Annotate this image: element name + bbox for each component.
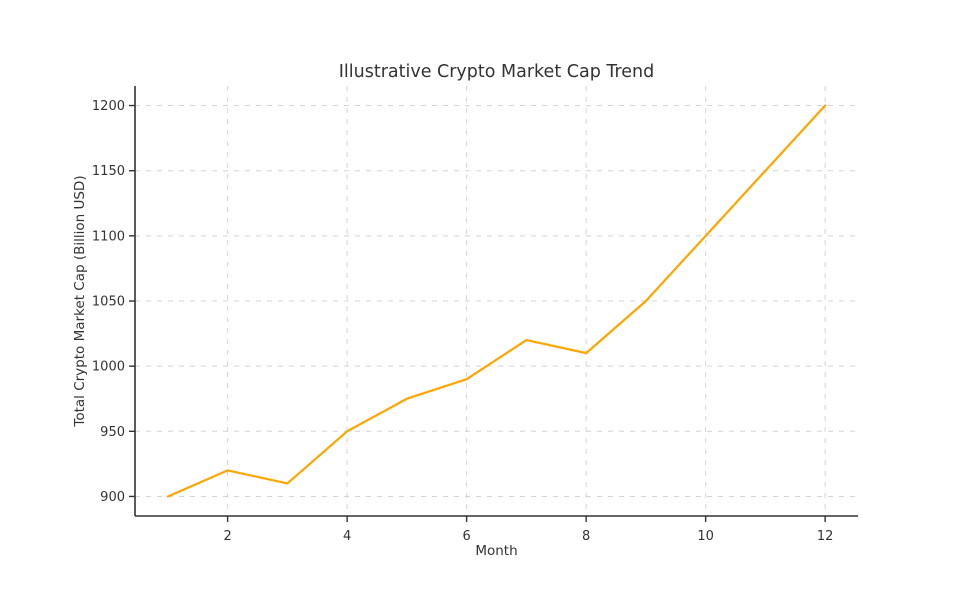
x-axis-label: Month [475,543,517,559]
y-tick-label: 1050 [92,295,125,310]
y-tick-label: 1000 [92,360,125,375]
x-tick-label: 12 [817,529,834,544]
y-tick-label: 1100 [92,229,125,244]
x-tick-label: 6 [462,529,470,544]
x-tick-label: 2 [223,529,231,544]
y-tick-label: 1150 [92,164,125,179]
y-tick-label: 950 [100,425,125,440]
y-tick-label: 1200 [92,99,125,114]
y-tick-label: 900 [100,490,125,505]
y-axis-label: Total Crypto Market Cap (Billion USD) [72,175,88,427]
x-tick-label: 4 [343,529,351,544]
x-tick-label: 8 [582,529,590,544]
x-tick-label: 10 [697,529,714,544]
trend-line [166,104,827,498]
chart-title: Illustrative Crypto Market Cap Trend [339,62,655,82]
